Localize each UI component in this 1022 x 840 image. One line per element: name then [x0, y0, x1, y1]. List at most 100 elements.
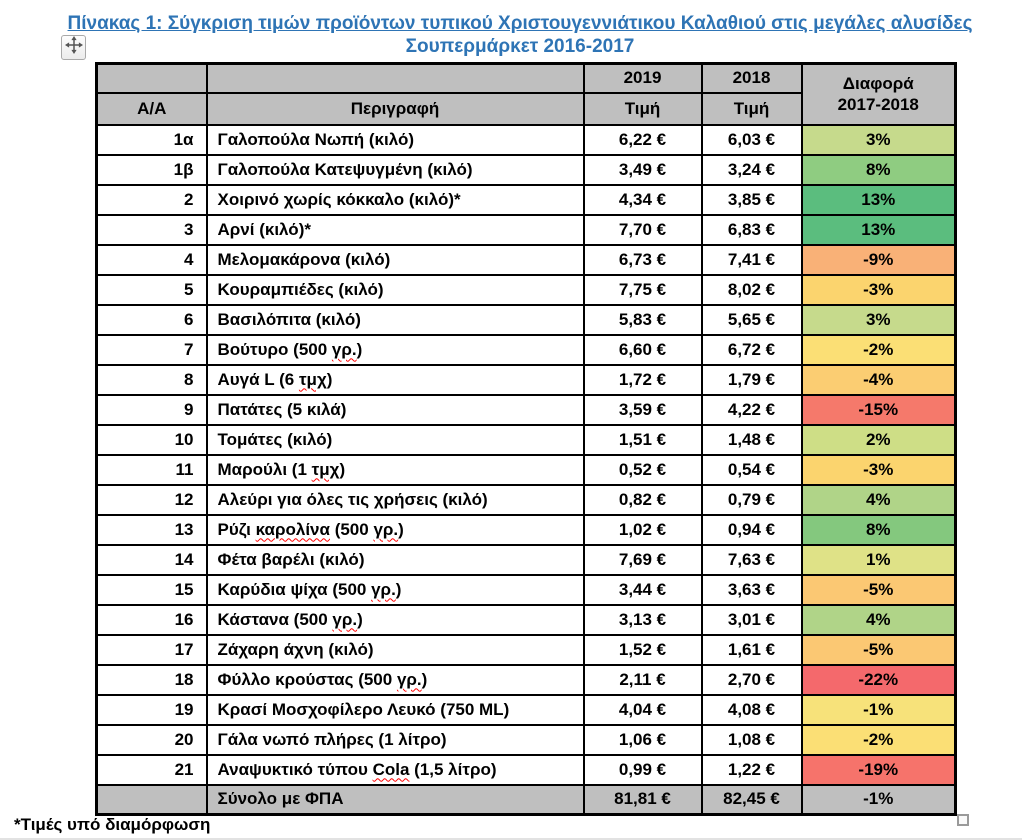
cell-id: 6	[95, 303, 208, 336]
cell-id: 9	[95, 393, 208, 426]
total-row: Σύνολο με ΦΠΑ 81,81 € 82,45 € -1%	[95, 783, 957, 816]
cell-diff: 4%	[800, 483, 957, 516]
cell-price-2018: 0,54 €	[700, 453, 803, 486]
cell-price-2019: 1,52 €	[582, 633, 703, 666]
cell-id: 5	[95, 273, 208, 306]
cell-price-2019: 6,60 €	[582, 333, 703, 366]
cell-price-2018: 7,63 €	[700, 543, 803, 576]
cell-description: Πατάτες (5 κιλά)	[205, 393, 585, 426]
table-row: 10 Τομάτες (κιλό) 1,51 €1,48 €2%	[95, 423, 957, 456]
total-empty-id	[95, 783, 208, 816]
table-row: 5 Κουραμπιέδες (κιλό) 7,75 €8,02 € -3%	[95, 273, 957, 306]
cell-diff: -2%	[800, 723, 957, 756]
cell-diff: -9%	[800, 243, 957, 276]
total-label: Σύνολο με ΦΠΑ	[205, 783, 585, 816]
table-row: 18 Φύλλο κρούστας (500 γρ.) 2,11 €2,70 € -2…	[95, 663, 957, 696]
table-row: 1β Γαλοπούλα Κατεψυγμένη (κιλό) 3,49 €3,24…	[95, 153, 957, 186]
cell-id: 20	[95, 723, 208, 756]
cell-description: Μελομακάρονα (κιλό)	[205, 243, 585, 276]
page-boundary-line	[0, 838, 1022, 840]
cell-price-2019: 3,59 €	[582, 393, 703, 426]
cell-diff: -5%	[800, 573, 957, 606]
cell-description: Αυγά L (6 τμχ)	[205, 363, 585, 396]
cell-diff: -1%	[800, 693, 957, 726]
cell-id: 1α	[95, 123, 208, 156]
header-empty-desc	[205, 62, 585, 94]
table-move-handle[interactable]	[61, 35, 86, 60]
table-row: 3 Αρνί (κιλό)* 7,70 €6,83 €13%	[95, 213, 957, 246]
cell-price-2019: 1,02 €	[582, 513, 703, 546]
cell-price-2019: 7,70 €	[582, 213, 703, 246]
cell-price-2019: 6,73 €	[582, 243, 703, 276]
total-diff: -1%	[800, 783, 957, 816]
header-diff: Διαφορά 2017-2018	[800, 62, 957, 126]
cell-price-2018: 1,79 €	[700, 363, 803, 396]
cell-diff: 13%	[800, 183, 957, 216]
cell-id: 7	[95, 333, 208, 366]
header-description: Περιγραφή	[205, 91, 585, 126]
cell-description: Γάλα νωπό πλήρες (1 λίτρο)	[205, 723, 585, 756]
cell-price-2019: 4,04 €	[582, 693, 703, 726]
cell-id: 21	[95, 753, 208, 786]
header-empty-id	[95, 62, 208, 94]
cell-description: Γαλοπούλα Νωπή (κιλό)	[205, 123, 585, 156]
table-resize-handle[interactable]	[957, 814, 969, 826]
cell-description: Ρύζι καρολίνα (500 γρ.)	[205, 513, 585, 546]
cell-price-2018: 4,22 €	[700, 393, 803, 426]
table-row: 9 Πατάτες (5 κιλά) 3,59 €4,22 € -15%	[95, 393, 957, 426]
cell-price-2019: 1,72 €	[582, 363, 703, 396]
cell-diff: -2%	[800, 333, 957, 366]
cell-id: 15	[95, 573, 208, 606]
table-row: 14 Φέτα βαρέλι (κιλό) 7,69 €7,63 €1%	[95, 543, 957, 576]
cell-id: 2	[95, 183, 208, 216]
cell-price-2019: 2,11 €	[582, 663, 703, 696]
table-body: 1α Γαλοπούλα Νωπή (κιλό) 6,22 €6,03 €3% 1β Γ…	[95, 123, 957, 786]
table-row: 16 Κάστανα (500 γρ.) 3,13 €3,01 €4%	[95, 603, 957, 636]
cell-id: 18	[95, 663, 208, 696]
table-row: 17 Ζάχαρη άχνη (κιλό) 1,52 €1,61 € -5%	[95, 633, 957, 666]
cell-diff: -5%	[800, 633, 957, 666]
table-row: 15 Καρύδια ψίχα (500 γρ.) 3,44 €3,63 € -5%	[95, 573, 957, 606]
cell-price-2018: 3,24 €	[700, 153, 803, 186]
cell-diff: 8%	[800, 153, 957, 186]
cell-diff: 2%	[800, 423, 957, 456]
cell-description: Φέτα βαρέλι (κιλό)	[205, 543, 585, 576]
move-icon	[64, 36, 83, 59]
cell-diff: 4%	[800, 603, 957, 636]
table-row: 19 Κρασί Μοσχοφίλερο Λευκό (750 ML) 4,04 €…	[95, 693, 957, 726]
cell-description: Τομάτες (κιλό)	[205, 423, 585, 456]
cell-price-2018: 6,72 €	[700, 333, 803, 366]
cell-id: 1β	[95, 153, 208, 186]
header-diff-line1: Διαφορά	[842, 74, 914, 94]
cell-price-2019: 3,44 €	[582, 573, 703, 606]
cell-description: Βασιλόπιτα (κιλό)	[205, 303, 585, 336]
header-price-2018: Τιμή	[700, 91, 803, 126]
cell-price-2019: 4,34 €	[582, 183, 703, 216]
cell-id: 8	[95, 363, 208, 396]
cell-description: Φύλλο κρούστας (500 γρ.)	[205, 663, 585, 696]
table-row: 21 Αναψυκτικό τύπου Cola (1,5 λίτρο) 0,99 …	[95, 753, 957, 786]
cell-price-2018: 0,79 €	[700, 483, 803, 516]
cell-price-2019: 5,83 €	[582, 303, 703, 336]
cell-price-2018: 3,01 €	[700, 603, 803, 636]
header-year-2018: 2018	[700, 62, 803, 94]
table-row: 11 Μαρούλι (1 τμχ) 0,52 €0,54 € -3%	[95, 453, 957, 486]
header-year-2019: 2019	[582, 62, 703, 94]
cell-description: Αλεύρι για όλες τις χρήσεις (κιλό)	[205, 483, 585, 516]
cell-price-2018: 2,70 €	[700, 663, 803, 696]
table-row: 8 Αυγά L (6 τμχ) 1,72 €1,79 € -4%	[95, 363, 957, 396]
cell-price-2019: 0,52 €	[582, 453, 703, 486]
cell-price-2018: 1,22 €	[700, 753, 803, 786]
cell-price-2019: 1,06 €	[582, 723, 703, 756]
cell-description: Καρύδια ψίχα (500 γρ.)	[205, 573, 585, 606]
cell-price-2019: 3,49 €	[582, 153, 703, 186]
table-row: 7 Βούτυρο (500 γρ.) 6,60 €6,72 € -2%	[95, 333, 957, 366]
cell-price-2019: 0,99 €	[582, 753, 703, 786]
cell-description: Κουραμπιέδες (κιλό)	[205, 273, 585, 306]
cell-price-2019: 0,82 €	[582, 483, 703, 516]
table-header: 2019 2018 Διαφορά 2017-2018 Α/Α Περιγραφ…	[95, 62, 957, 126]
total-price-2019: 81,81 €	[582, 783, 703, 816]
cell-id: 3	[95, 213, 208, 246]
cell-price-2019: 1,51 €	[582, 423, 703, 456]
